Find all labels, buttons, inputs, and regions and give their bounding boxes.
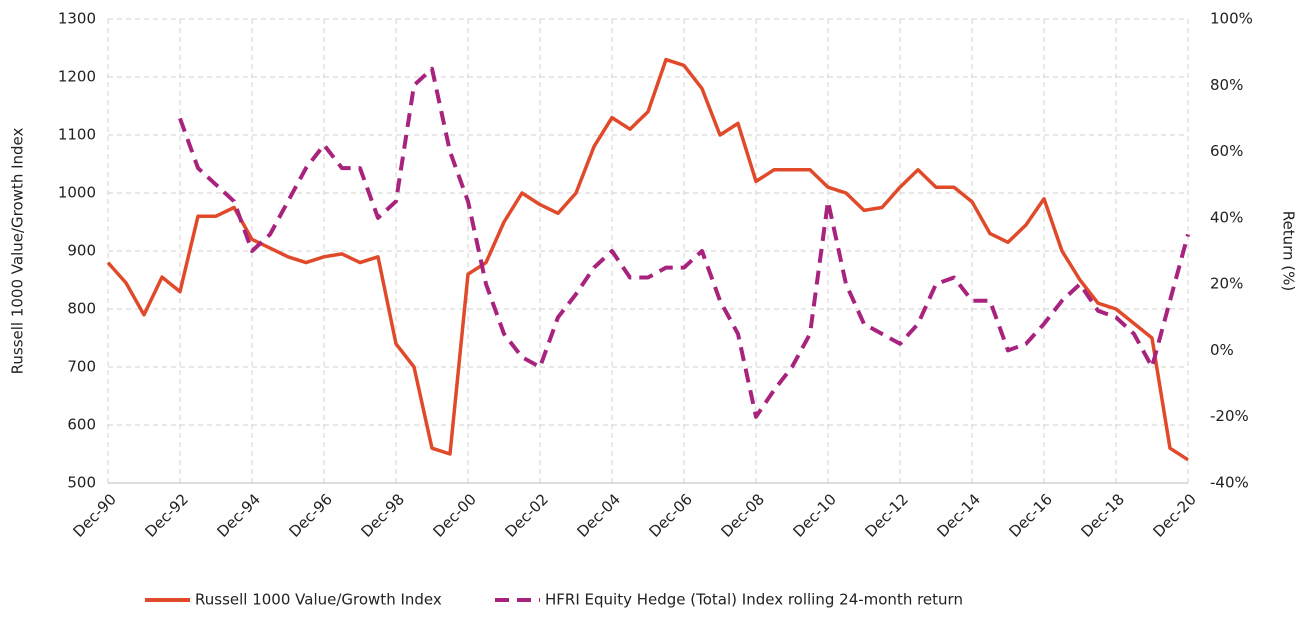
y-axis-title: Russell 1000 Value/Growth Index [9, 127, 27, 374]
y2-axis-title: Return (%) [1280, 211, 1298, 292]
y-tick-label: 700 [67, 358, 96, 376]
y2-tick-label: -40% [1210, 474, 1249, 492]
y2-tick-label: 100% [1210, 10, 1253, 28]
y2-tick-label: 40% [1210, 208, 1243, 226]
legend-label: HFRI Equity Hedge (Total) Index rolling … [545, 591, 963, 609]
series-line [178, 66, 1190, 419]
x-tick-label: Dec-96 [285, 490, 336, 541]
y-tick-label: 600 [67, 416, 96, 434]
x-tick-label: Dec-00 [429, 490, 480, 541]
x-tick-label: Dec-98 [357, 490, 408, 541]
y-tick-label: 1200 [58, 68, 96, 86]
x-tick-label: Dec-12 [861, 490, 912, 541]
y2-tick-label: -20% [1210, 407, 1249, 425]
y2-tick-label: 20% [1210, 275, 1243, 293]
series-line [106, 57, 1189, 462]
y-tick-label: 900 [67, 242, 96, 260]
y2-tick-label: 60% [1210, 142, 1243, 160]
legend-label: Russell 1000 Value/Growth Index [195, 591, 442, 609]
y-tick-label: 1000 [58, 184, 96, 202]
y2-tick-label: 80% [1210, 76, 1243, 94]
y-tick-label: 800 [67, 300, 96, 318]
y2-tick-label: 0% [1210, 341, 1234, 359]
x-tick-label: Dec-02 [501, 490, 552, 541]
x-tick-label: Dec-20 [1149, 490, 1200, 541]
x-tick-label: Dec-16 [1005, 490, 1056, 541]
y-tick-label: 1300 [58, 10, 96, 28]
x-tick-label: Dec-06 [645, 490, 696, 541]
x-tick-label: Dec-08 [717, 490, 768, 541]
x-tick-label: Dec-04 [573, 490, 624, 541]
x-tick-label: Dec-18 [1077, 490, 1128, 541]
y-tick-label: 500 [67, 474, 96, 492]
x-tick-label: Dec-10 [789, 490, 840, 541]
x-tick-label: Dec-90 [69, 490, 120, 541]
x-tick-label: Dec-14 [933, 490, 984, 541]
y-tick-label: 1100 [58, 126, 96, 144]
x-tick-label: Dec-92 [141, 490, 192, 541]
x-tick-label: Dec-94 [213, 490, 264, 541]
